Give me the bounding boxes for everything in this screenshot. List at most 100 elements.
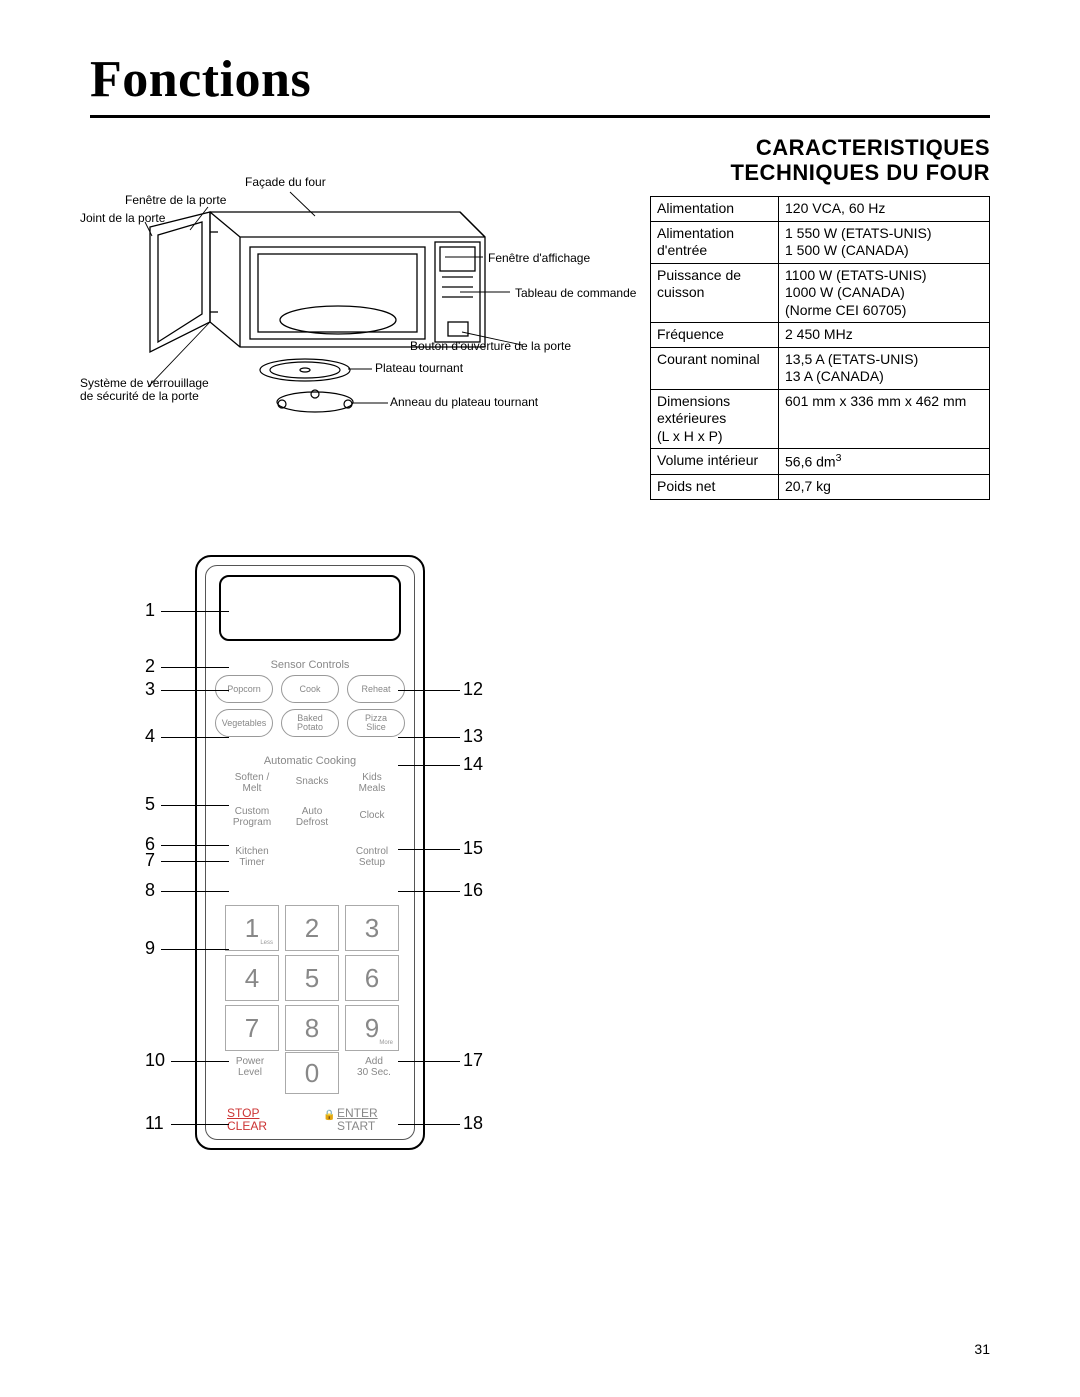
- reheat-label: Reheat: [361, 685, 390, 694]
- thirty-sec-label: 30 Sec.: [357, 1067, 391, 1078]
- spec-label: Volume intérieur: [651, 449, 779, 475]
- enter-label: ENTER: [337, 1106, 378, 1120]
- program-label: Program: [233, 817, 271, 828]
- spec-label: Alimentation: [651, 197, 779, 222]
- callout-line: [161, 737, 229, 738]
- label-anneau: Anneau du plateau tournant: [390, 396, 538, 409]
- pizza-slice-button[interactable]: Pizza Slice: [347, 709, 405, 737]
- callout-line: [161, 861, 229, 862]
- table-row: Alimentation d'entrée1 550 W (ETATS-UNIS…: [651, 221, 990, 263]
- setup-label: Setup: [359, 857, 385, 868]
- power-level-button[interactable]: Power Level: [221, 1057, 279, 1078]
- power-label: Power: [236, 1056, 264, 1067]
- spec-heading-line2: TECHNIQUES DU FOUR: [730, 160, 990, 185]
- kitchen-timer-button[interactable]: Kitchen Timer: [223, 847, 281, 868]
- callout-number: 10: [145, 1050, 165, 1071]
- table-row: Puissance de cuisson1100 W (ETATS-UNIS)1…: [651, 263, 990, 323]
- spec-label: Courant nominal: [651, 347, 779, 389]
- auto-label: Auto: [302, 806, 323, 817]
- callout-number: 2: [145, 656, 155, 677]
- clock-button[interactable]: Clock: [343, 811, 401, 822]
- table-row: Alimentation120 VCA, 60 Hz: [651, 197, 990, 222]
- microwave-diagram: Façade du four Fenêtre de la porte Joint…: [90, 172, 590, 432]
- key-0[interactable]: 0: [285, 1052, 339, 1094]
- callout-line: [398, 690, 460, 691]
- table-row: Courant nominal13,5 A (ETATS-UNIS)13 A (…: [651, 347, 990, 389]
- label-tableau: Tableau de commande: [515, 287, 636, 300]
- start-label: START: [337, 1119, 375, 1133]
- key-9[interactable]: 9More: [345, 1005, 399, 1051]
- spec-label: Fréquence: [651, 323, 779, 348]
- spec-value: 601 mm x 336 mm x 462 mm: [779, 389, 990, 449]
- table-row: Dimensions extérieures(L x H x P)601 mm …: [651, 389, 990, 449]
- callout-number: 3: [145, 679, 155, 700]
- page-number: 31: [974, 1341, 990, 1357]
- snacks-button[interactable]: Snacks: [283, 777, 341, 788]
- table-row: Poids net20,7 kg: [651, 475, 990, 500]
- control-label: Control: [356, 846, 388, 857]
- callout-line: [398, 891, 460, 892]
- label-facade: Façade du four: [245, 176, 326, 189]
- vegetables-label: Vegetables: [222, 719, 267, 728]
- table-row: Volume intérieur56,6 dm3: [651, 449, 990, 475]
- label-bouton-ouverture: Bouton d'ouverture de la porte: [410, 340, 571, 353]
- spec-label: Alimentation d'entrée: [651, 221, 779, 263]
- cook-button[interactable]: Cook: [281, 675, 339, 703]
- add-30sec-button[interactable]: Add 30 Sec.: [345, 1057, 403, 1078]
- automatic-cooking-label: Automatic Cooking: [197, 755, 423, 767]
- title-rule: [90, 115, 990, 118]
- kitchen-label: Kitchen: [235, 846, 268, 857]
- callout-line: [398, 765, 460, 766]
- callout-line: [161, 949, 229, 950]
- key-1[interactable]: 1Less: [225, 905, 279, 951]
- kids-label: Kids: [362, 772, 381, 783]
- kids-meals-button[interactable]: Kids Meals: [343, 773, 401, 794]
- key-4[interactable]: 4: [225, 955, 279, 1001]
- baked-potato-button[interactable]: Baked Potato: [281, 709, 339, 737]
- stop-clear-button[interactable]: STOP CLEAR: [227, 1107, 267, 1133]
- cook-label: Cook: [299, 685, 320, 694]
- key-6[interactable]: 6: [345, 955, 399, 1001]
- lock-icon: 🔒: [323, 1110, 335, 1121]
- stop-label: STOP: [227, 1106, 259, 1120]
- key-5[interactable]: 5: [285, 955, 339, 1001]
- auto-defrost-button[interactable]: Auto Defrost: [283, 807, 341, 828]
- spec-label: Puissance de cuisson: [651, 263, 779, 323]
- callout-line: [171, 1124, 229, 1125]
- key-8[interactable]: 8: [285, 1005, 339, 1051]
- callout-line: [398, 737, 460, 738]
- spec-value: 13,5 A (ETATS-UNIS)13 A (CANADA): [779, 347, 990, 389]
- control-setup-button[interactable]: Control Setup: [343, 847, 401, 868]
- callout-line: [161, 690, 229, 691]
- display-window: [219, 575, 401, 641]
- custom-label: Custom: [235, 806, 269, 817]
- defrost-label: Defrost: [296, 817, 328, 828]
- callout-line: [161, 805, 229, 806]
- timer-label: Timer: [239, 857, 264, 868]
- key-1-sub: Less: [260, 940, 273, 946]
- spec-value: 120 VCA, 60 Hz: [779, 197, 990, 222]
- popcorn-button[interactable]: Popcorn: [215, 675, 273, 703]
- callout-number: 16: [463, 880, 483, 901]
- pizza-slice-label-2: Slice: [366, 723, 386, 732]
- callout-number: 15: [463, 838, 483, 859]
- meals-label: Meals: [359, 783, 386, 794]
- table-row: Fréquence2 450 MHz: [651, 323, 990, 348]
- spec-label: Dimensions extérieures(L x H x P): [651, 389, 779, 449]
- callout-number: 9: [145, 938, 155, 959]
- page-title: Fonctions: [90, 50, 990, 109]
- melt-label: Melt: [243, 783, 262, 794]
- callout-number: 13: [463, 726, 483, 747]
- callout-line: [161, 667, 229, 668]
- vegetables-button[interactable]: Vegetables: [215, 709, 273, 737]
- reheat-button[interactable]: Reheat: [347, 675, 405, 703]
- key-2[interactable]: 2: [285, 905, 339, 951]
- callout-number: 12: [463, 679, 483, 700]
- callout-number: 17: [463, 1050, 483, 1071]
- soften-melt-button[interactable]: Soften / Melt: [223, 773, 281, 794]
- key-3[interactable]: 3: [345, 905, 399, 951]
- key-7[interactable]: 7: [225, 1005, 279, 1051]
- enter-start-button[interactable]: ENTER START: [337, 1107, 378, 1133]
- custom-program-button[interactable]: Custom Program: [223, 807, 281, 828]
- callout-line: [171, 1061, 229, 1062]
